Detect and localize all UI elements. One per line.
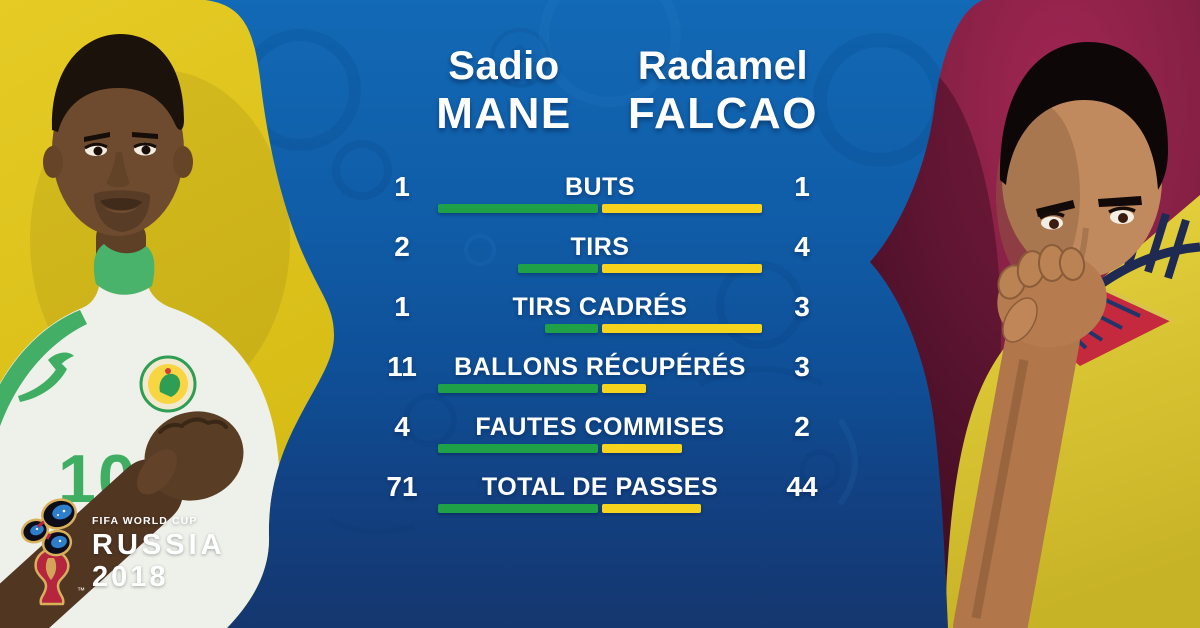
puma-logo (18, 352, 74, 402)
stat-bar-right (602, 204, 762, 213)
falcao-fist (997, 244, 1107, 348)
stat-value-right: 3 (794, 291, 810, 322)
stat-value-left: 1 (394, 291, 410, 322)
stat-row: 1 TIRS CADRÉS 3 (360, 283, 840, 343)
stat-value-right: 2 (794, 411, 810, 442)
stat-bar-right (602, 324, 762, 333)
stat-row: 71 TOTAL DE PASSES 44 (360, 463, 840, 523)
stat-value-left: 11 (387, 351, 417, 382)
player-right-lastname: FALCAO (628, 89, 818, 138)
stat-value-left: 2 (394, 231, 410, 262)
stat-label: BUTS (564, 173, 636, 201)
host-country-text: RUSSIA (92, 528, 226, 561)
stat-bar-left (438, 504, 598, 513)
stat-label: TIRS CADRÉS (512, 293, 688, 321)
falcao-forearm (953, 301, 1080, 628)
stat-bar-right (602, 444, 682, 453)
stat-label: TOTAL DE PASSES (481, 473, 719, 501)
stat-label: BALLONS RÉCUPÉRÉS (454, 353, 746, 381)
stat-value-right: 44 (786, 471, 818, 502)
world-cup-trophy-icon (20, 498, 77, 606)
stats-list: 1 BUTS 1 2 TIRS 4 1 TIRS CADRÉS 3 11 BALLONS RÉCUP… (360, 163, 840, 523)
stat-label: TIRS (570, 233, 630, 261)
stat-row: 4 FAUTES COMMISES 2 (360, 403, 840, 463)
stat-bar-left (545, 324, 598, 333)
stat-bar-right (602, 384, 646, 393)
stat-value-right: 3 (794, 351, 810, 382)
stat-value-left: 4 (394, 411, 410, 442)
stat-label: FAUTES COMMISES (475, 413, 725, 441)
falcao-hair (999, 42, 1168, 190)
falcao-photo-illustration (870, 0, 1200, 628)
falcao-figure (945, 42, 1200, 628)
mane-photo-illustration: 10 (0, 0, 334, 628)
stat-row: 2 TIRS 4 (360, 223, 840, 283)
year-text: 2018 (92, 560, 169, 593)
competition-text: FIFA WORLD CUP (92, 515, 198, 527)
player-left-firstname: Sadio (448, 44, 560, 88)
mane-hair (51, 34, 184, 132)
stat-value-left: 1 (394, 171, 410, 202)
senegal-crest (139, 355, 197, 413)
stat-bar-right (602, 504, 701, 513)
stat-value-right: 1 (794, 171, 810, 202)
stat-bar-left (518, 264, 598, 273)
stat-bar-left (438, 204, 598, 213)
stat-row: 11 BALLONS RÉCUPÉRÉS 3 (360, 343, 840, 403)
stat-value-left: 71 (386, 471, 418, 502)
stat-bar-left (438, 384, 598, 393)
mane-collar (93, 244, 155, 295)
world-cup-logo: FIFA WORLD CUP RUSSIA 2018 ™ (20, 494, 235, 614)
mane-forearm (0, 459, 183, 628)
stat-value-right: 4 (794, 231, 810, 262)
stat-bar-left (438, 444, 598, 453)
stat-bar-right (602, 264, 762, 273)
player-left-lastname: MANE (436, 89, 572, 138)
player-name-right: Radamel FALCAO (593, 46, 853, 136)
stat-row: 1 BUTS 1 (360, 163, 840, 223)
player-name-left: Sadio MANE (374, 46, 634, 136)
world-cup-wordmark: FIFA WORLD CUP RUSSIA 2018 (92, 516, 226, 592)
trademark-symbol: ™ (77, 586, 85, 595)
player-right-firstname: Radamel (637, 44, 809, 88)
